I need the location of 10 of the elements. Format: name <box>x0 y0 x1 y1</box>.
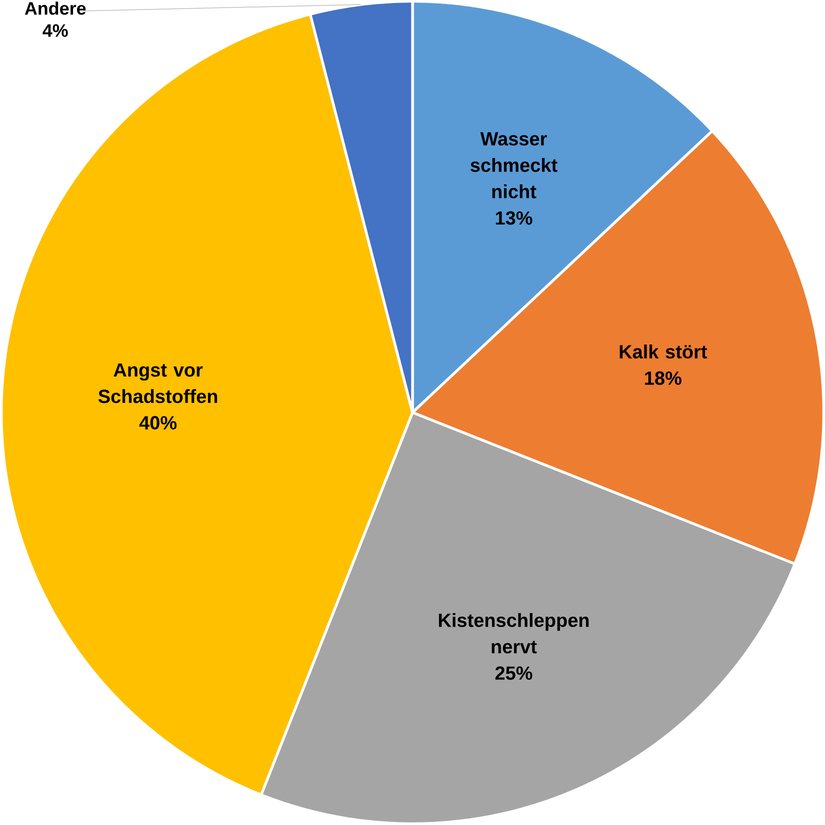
slice-label: Andere <box>24 2 86 15</box>
slice-label: Angst vor Schadstoffen <box>98 363 218 404</box>
data-label: 13% <box>496 211 532 225</box>
slice-label: Kistenschleppen nervt <box>438 613 589 654</box>
data-label: 40% <box>139 416 177 430</box>
slice-label: Wasser schmeckt nicht <box>470 132 558 198</box>
slice-label: Kalk stört <box>620 344 708 359</box>
data-label: 4% <box>42 24 68 37</box>
data-label: 18% <box>645 371 682 385</box>
data-label: 25% <box>495 666 532 680</box>
